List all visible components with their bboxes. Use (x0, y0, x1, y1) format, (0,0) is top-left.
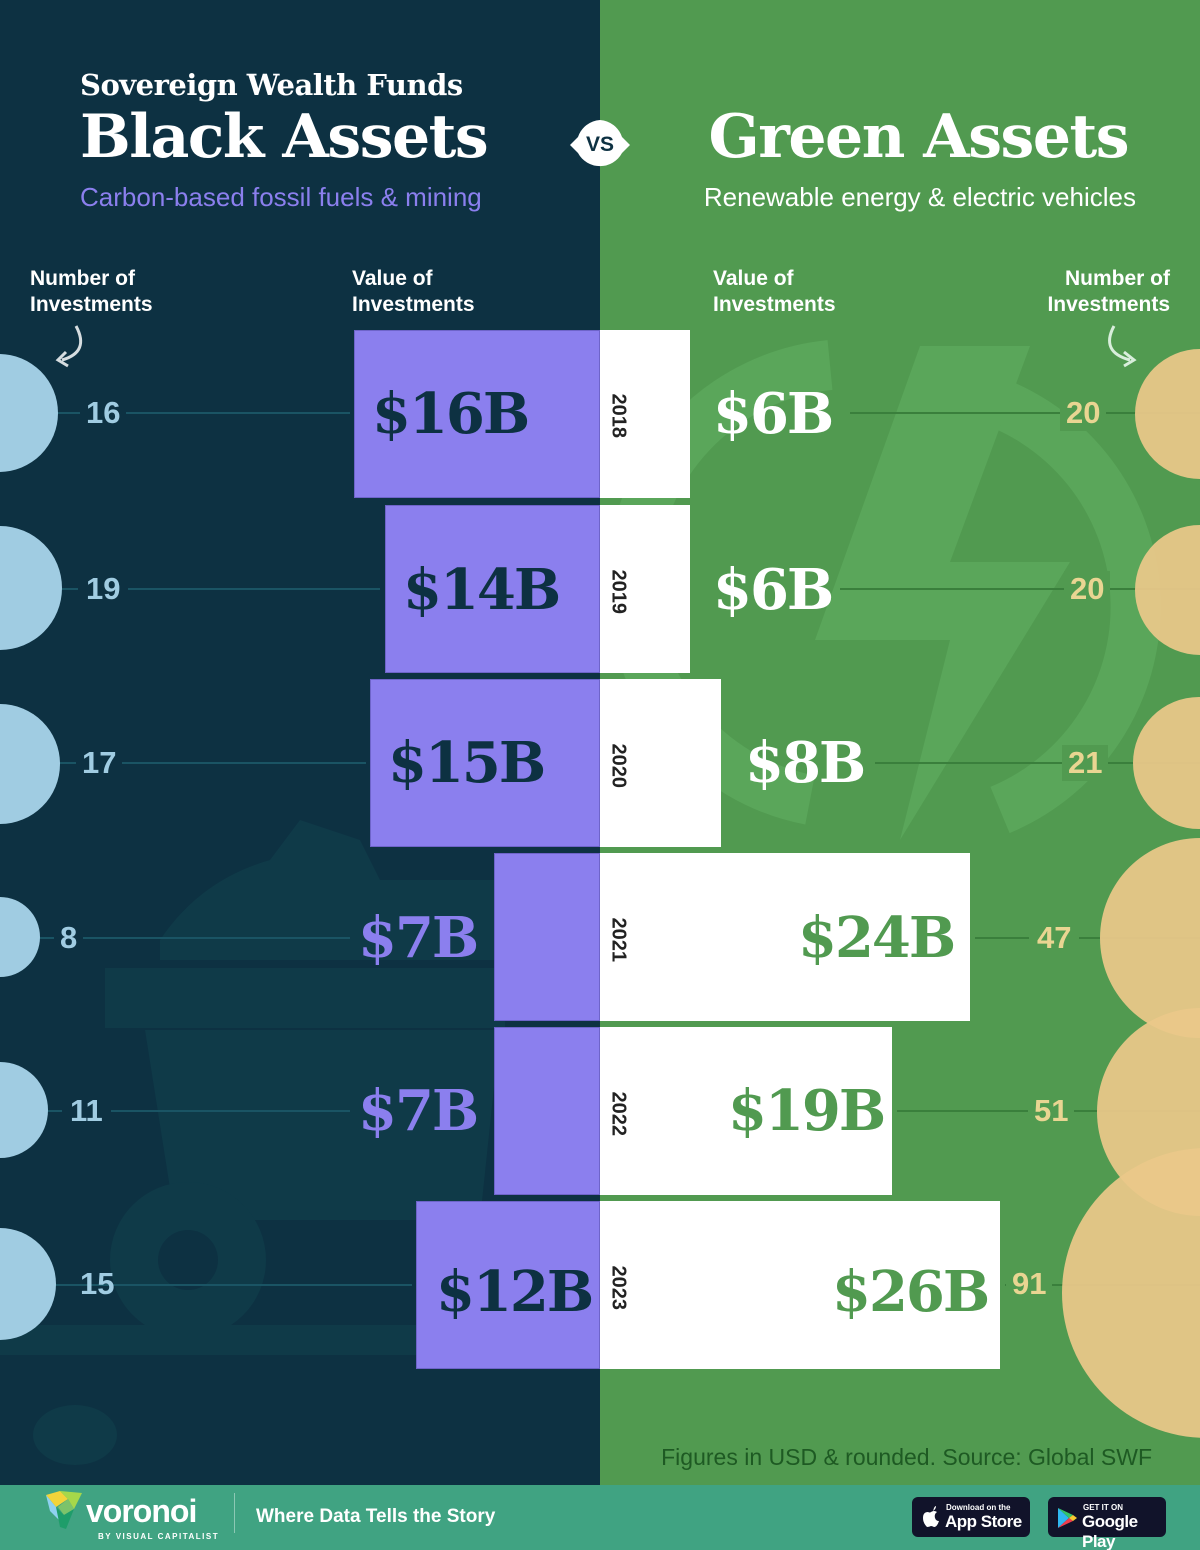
green-value: $6B (713, 381, 834, 447)
black-value: $7B (358, 905, 479, 971)
black-value: $16B (372, 381, 530, 447)
black-assets-description: Carbon-based fossil fuels & mining (80, 182, 482, 212)
black-count: 17 (76, 745, 123, 781)
black-count: 8 (54, 920, 84, 956)
black-value-bar (370, 679, 600, 847)
right-count-header: Number of Investments (1047, 267, 1170, 316)
leader-line (0, 588, 380, 590)
green-value-bar (600, 853, 970, 1021)
black-count: 16 (80, 395, 127, 431)
green-value-bar (600, 330, 690, 498)
voronoi-logo-icon (46, 1491, 82, 1529)
black-value: $15B (388, 730, 546, 796)
black-value-bar (494, 1027, 600, 1195)
green-value-bar (600, 1201, 1000, 1369)
leader-line (0, 937, 350, 939)
curved-arrow-left-icon (55, 325, 83, 368)
tagline: Where Data Tells the Story (256, 1506, 496, 1527)
leader-line (975, 937, 1200, 939)
voronoi-brand[interactable]: voronoi (86, 1493, 197, 1529)
black-count: 11 (62, 1093, 111, 1129)
year-label: 2021 (607, 917, 630, 963)
black-count: 19 (78, 571, 129, 607)
green-value-bar (600, 1027, 892, 1195)
leader-line (0, 412, 350, 414)
left-value-header: Value of Investments (352, 267, 475, 316)
black-value-bar (494, 853, 600, 1021)
green-assets-title: Green Assets (708, 102, 1130, 172)
black-value-bar (416, 1201, 600, 1369)
year-label: 2023 (607, 1265, 630, 1311)
google-play-icon (1058, 1508, 1077, 1528)
brand-subtitle: BY VISUAL CAPITALIST (98, 1532, 220, 1541)
green-value: $24B (798, 905, 956, 971)
green-value: $8B (745, 730, 866, 796)
google-play-button[interactable]: GET IT ON Google Play (1048, 1497, 1166, 1550)
right-value-header: Value of Investments (713, 267, 836, 316)
leader-line (850, 412, 1200, 414)
green-assets-description: Renewable energy & electric vehicles (703, 182, 1136, 212)
black-value: $14B (403, 557, 561, 623)
year-label: 2019 (607, 569, 630, 615)
year-label: 2018 (607, 393, 630, 439)
green-count: 91 (1006, 1266, 1053, 1302)
leader-line (0, 1110, 350, 1112)
source-note: Figures in USD & rounded. Source: Global… (661, 1444, 1152, 1470)
green-value: $26B (832, 1259, 990, 1325)
green-count: 51 (1028, 1093, 1075, 1129)
black-value-bar (385, 505, 600, 673)
green-count: 20 (1064, 571, 1111, 607)
leader-line (840, 588, 1200, 590)
black-value: $7B (358, 1078, 479, 1144)
curved-arrow-right-icon (1108, 325, 1137, 368)
green-value: $6B (713, 557, 834, 623)
black-assets-title: Black Assets (80, 102, 489, 172)
black-count: 15 (80, 1266, 115, 1301)
footer-divider (234, 1493, 235, 1533)
green-count: 47 (1029, 920, 1080, 956)
year-label: 2020 (607, 743, 630, 789)
green-count: 21 (1062, 745, 1109, 781)
footer: voronoi BY VISUAL CAPITALIST Where Data … (0, 1485, 1200, 1550)
green-count: 20 (1060, 395, 1107, 431)
green-value-bar (600, 679, 721, 847)
black-value: $12B (436, 1259, 594, 1325)
green-value-bar (600, 505, 690, 673)
vs-badge: VS (570, 115, 630, 175)
leader-line (875, 762, 1200, 764)
black-value-bar (354, 330, 600, 498)
supertitle: Sovereign Wealth Funds (80, 68, 463, 102)
apple-icon (923, 1506, 939, 1527)
leader-line (0, 1284, 412, 1286)
left-count-header: Number of Investments (30, 267, 153, 316)
green-value: $19B (728, 1078, 886, 1144)
year-label: 2022 (607, 1091, 630, 1137)
leader-line (0, 762, 366, 764)
mining-cart-silhouette (0, 0, 600, 1485)
app-store-button[interactable]: Download on the App Store (912, 1497, 1030, 1537)
